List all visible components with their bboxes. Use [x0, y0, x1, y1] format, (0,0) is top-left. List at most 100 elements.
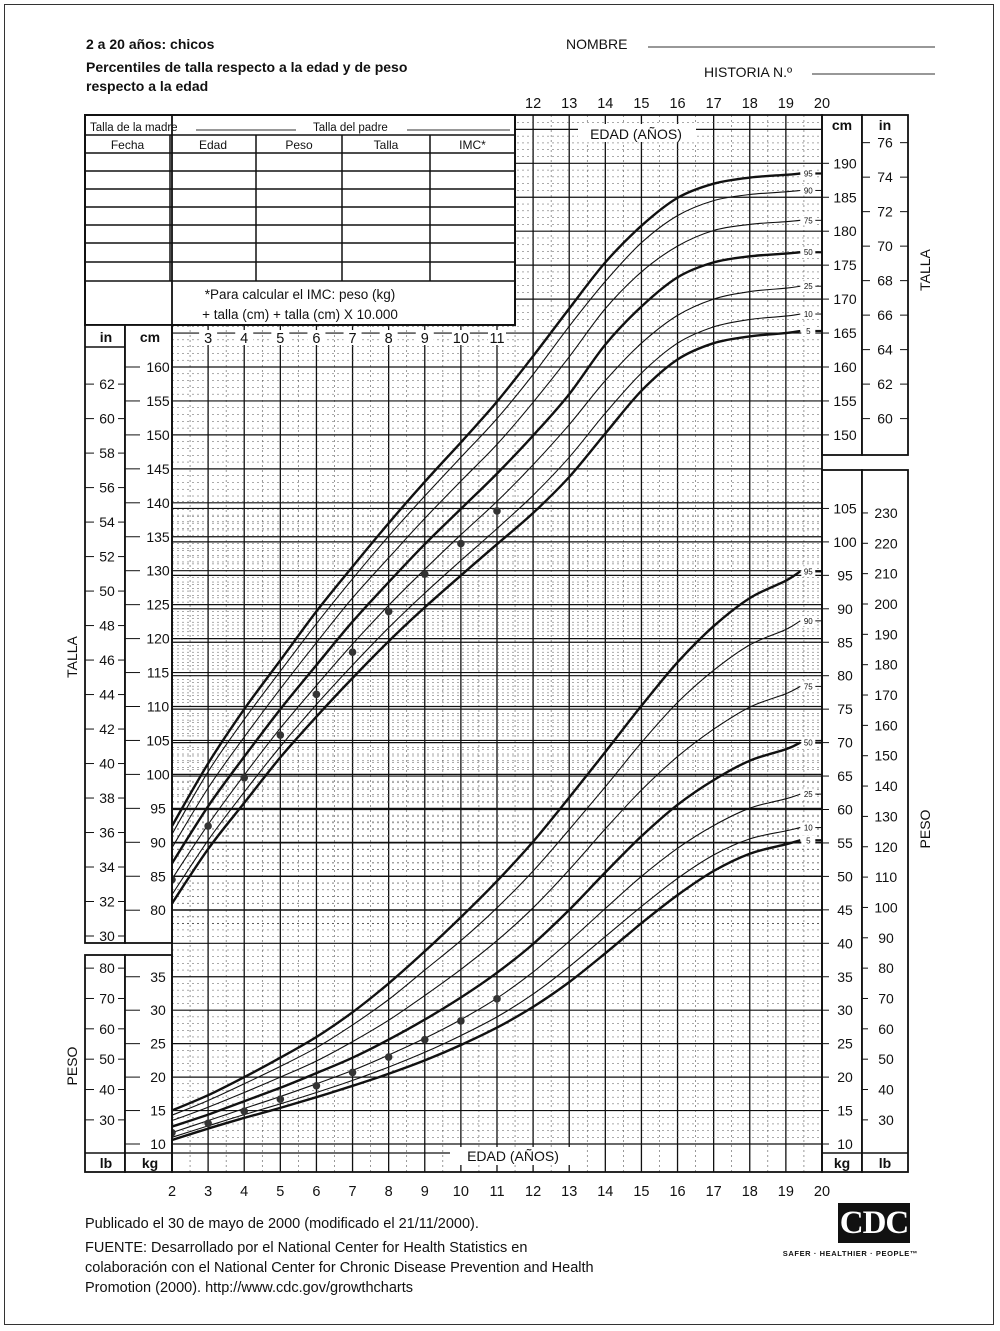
bottom-age-label: 20 — [814, 1184, 830, 1200]
right-lb-tick-label: 90 — [878, 930, 894, 946]
left-cm-tick-label: 135 — [146, 529, 170, 545]
weight-percentile-label-90: 90 — [804, 617, 813, 626]
right-kg-tick-label: 35 — [837, 969, 853, 985]
left-in-tick-label: 54 — [99, 514, 115, 530]
weight-measurement-point — [240, 1107, 249, 1116]
left-lb-tick-label: 30 — [99, 1112, 115, 1128]
stature-measurement-point — [312, 690, 321, 699]
inner-age-label-bg — [343, 330, 362, 345]
name-label: NOMBRE — [566, 36, 627, 52]
left-cm-tick-label: 115 — [147, 665, 170, 681]
left-lb-tick-label: 60 — [99, 1021, 115, 1037]
inner-age-label: 11 — [489, 331, 504, 347]
left-in-tick-label: 44 — [99, 687, 115, 703]
stature-percentile-90-curve — [171, 189, 801, 835]
source-line-1: FUENTE: Desarrollado por el National Cen… — [85, 1240, 528, 1256]
inner-age-label-bg — [379, 330, 398, 345]
stature-percentile-50-curve — [170, 251, 801, 864]
inner-age-label-bg — [199, 330, 218, 345]
stature-percentile-label-bg — [801, 326, 816, 337]
left-in-tick-label: 46 — [99, 652, 115, 668]
weight-measurement-point — [204, 1119, 212, 1128]
bmi-note-line-1: *Para calcular el IMC: peso (kg) — [205, 287, 396, 302]
right-weight-lb-column — [861, 469, 909, 1173]
published-note: Publicado el 30 de mayo de 2000 (modific… — [85, 1216, 479, 1232]
record-number-label: HISTORIA N.º — [704, 64, 792, 80]
right-lb-tick-label: 160 — [874, 717, 898, 733]
inner-age-label-bg — [415, 330, 434, 345]
cdc-logo: CDC — [838, 1203, 910, 1243]
left-weight-lb-column — [84, 954, 126, 1173]
right-in-tick-label: 76 — [877, 135, 893, 151]
stature-percentile-label-bg — [801, 281, 816, 292]
right-in-unit: in — [879, 117, 891, 133]
weight-percentile-label-25: 25 — [804, 790, 813, 799]
weight-percentile-label-bg — [801, 822, 816, 833]
weight-measurement-point — [420, 1035, 429, 1044]
stature-percentile-75-curve — [171, 219, 801, 848]
cdc-tagline: SAFER · HEALTHIER · PEOPLE™ — [782, 1249, 918, 1258]
right-lb-tick-label: 220 — [874, 535, 898, 551]
table-header-edad: Edad — [199, 138, 227, 152]
right-kg-tick-label: 100 — [833, 534, 857, 550]
right-lb-tick-label: 130 — [874, 808, 898, 824]
bottom-age-label: 6 — [312, 1184, 320, 1200]
bottom-age-label: 12 — [525, 1184, 541, 1200]
top-x-axis-label: EDAD (AÑOS) — [590, 126, 682, 142]
stature-measurement-point — [240, 773, 249, 782]
stature-percentile-label-95: 95 — [804, 169, 813, 178]
top-age-label: 19 — [778, 96, 794, 112]
right-in-tick-label: 68 — [877, 273, 893, 289]
inner-age-label: 9 — [421, 331, 429, 347]
top-age-label: 12 — [525, 96, 541, 112]
bottom-age-label: 8 — [385, 1184, 393, 1200]
right-in-tick-label: 66 — [877, 307, 893, 323]
right-in-tick-label: 60 — [877, 411, 893, 427]
left-cm-tick-label: 85 — [150, 868, 166, 884]
top-age-label: 15 — [633, 96, 649, 112]
left-stature-axis-label: TALLA — [64, 635, 80, 677]
chart-title: 2 a 20 años: chicos — [86, 36, 215, 52]
right-cm-tick-label: 170 — [833, 291, 857, 307]
stature-percentile-label-10: 10 — [804, 310, 813, 319]
top-age-label: 20 — [814, 96, 830, 112]
chart-subtitle-line-2: respecto a la edad — [86, 78, 208, 94]
weight-measurement-point — [384, 1053, 393, 1061]
stature-measurement-point — [348, 648, 357, 656]
left-cm-tick-label: 155 — [146, 393, 170, 409]
stature-percentile-25-curve — [171, 285, 801, 880]
measurement-points — [168, 507, 501, 1137]
stature-percentile-label-90: 90 — [804, 186, 813, 195]
weight-percentile-label-bg — [801, 789, 816, 800]
left-lb-tick-label: 40 — [99, 1082, 115, 1098]
bottom-age-label: 13 — [561, 1184, 577, 1200]
stature-percentile-label-50: 50 — [804, 248, 813, 257]
right-kg-tick-label: 20 — [837, 1069, 853, 1085]
right-kg-tick-label: 75 — [837, 701, 853, 717]
left-in-tick-label: 62 — [99, 376, 115, 392]
left-kg-tick-label: 35 — [150, 969, 166, 985]
weight-measurement-point — [312, 1081, 321, 1090]
source-line-2: colaboración con el National Center for … — [85, 1260, 594, 1276]
right-kg-tick-label: 85 — [837, 634, 853, 650]
weight-percentile-50-curve — [171, 741, 801, 1128]
right-lb-tick-label: 230 — [874, 505, 898, 521]
right-kg-unit: kg — [834, 1155, 850, 1171]
table-header-imc: IMC* — [459, 138, 486, 152]
left-cm-tick-label: 125 — [146, 597, 170, 613]
inner-age-label: 5 — [276, 331, 284, 347]
right-lb-tick-label: 70 — [878, 990, 894, 1006]
right-lb-tick-label: 50 — [878, 1051, 894, 1067]
left-in-tick-label: 50 — [99, 583, 115, 599]
right-lb-tick-label: 120 — [874, 839, 898, 855]
right-lb-tick-label: 170 — [874, 687, 898, 703]
right-lb-tick-label: 190 — [874, 626, 898, 642]
right-kg-tick-label: 30 — [837, 1002, 853, 1018]
bottom-age-label: 10 — [453, 1184, 469, 1200]
left-cm-tick-label: 145 — [146, 461, 170, 477]
weight-percentile-95-curve — [171, 570, 801, 1112]
stature-percentile-label-bg — [801, 168, 816, 179]
right-cm-unit: cm — [832, 117, 852, 133]
record-table-box — [84, 114, 516, 326]
